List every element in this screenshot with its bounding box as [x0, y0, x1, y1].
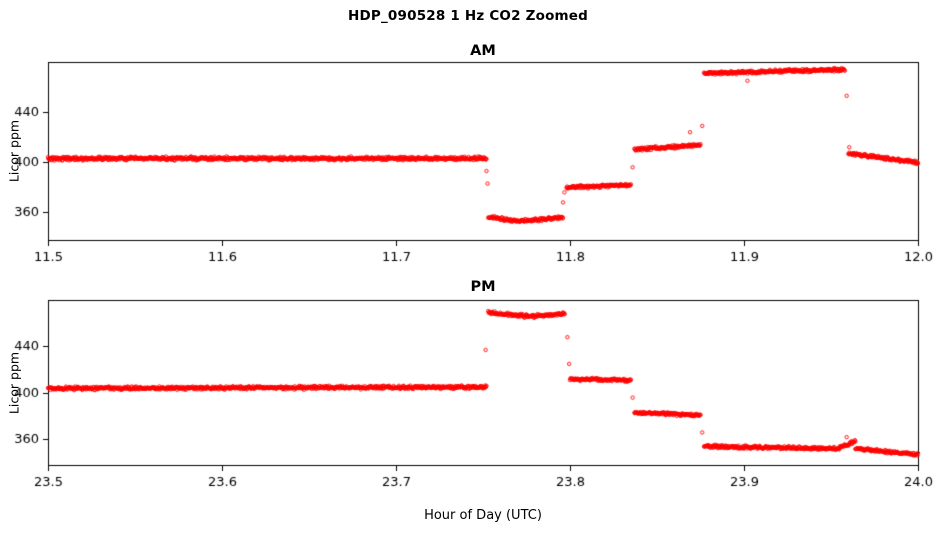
am-y-axis-label: Licor ppm — [6, 119, 22, 183]
pm-y-axis-label: Licor ppm — [6, 351, 22, 415]
x-axis-label: Hour of Day (UTC) — [424, 508, 542, 523]
pm-plot-title: PM — [470, 279, 496, 295]
chart-main-title: HDP_090528 1 Hz CO2 Zoomed — [347, 8, 589, 24]
am-plot-title: AM — [470, 43, 496, 59]
